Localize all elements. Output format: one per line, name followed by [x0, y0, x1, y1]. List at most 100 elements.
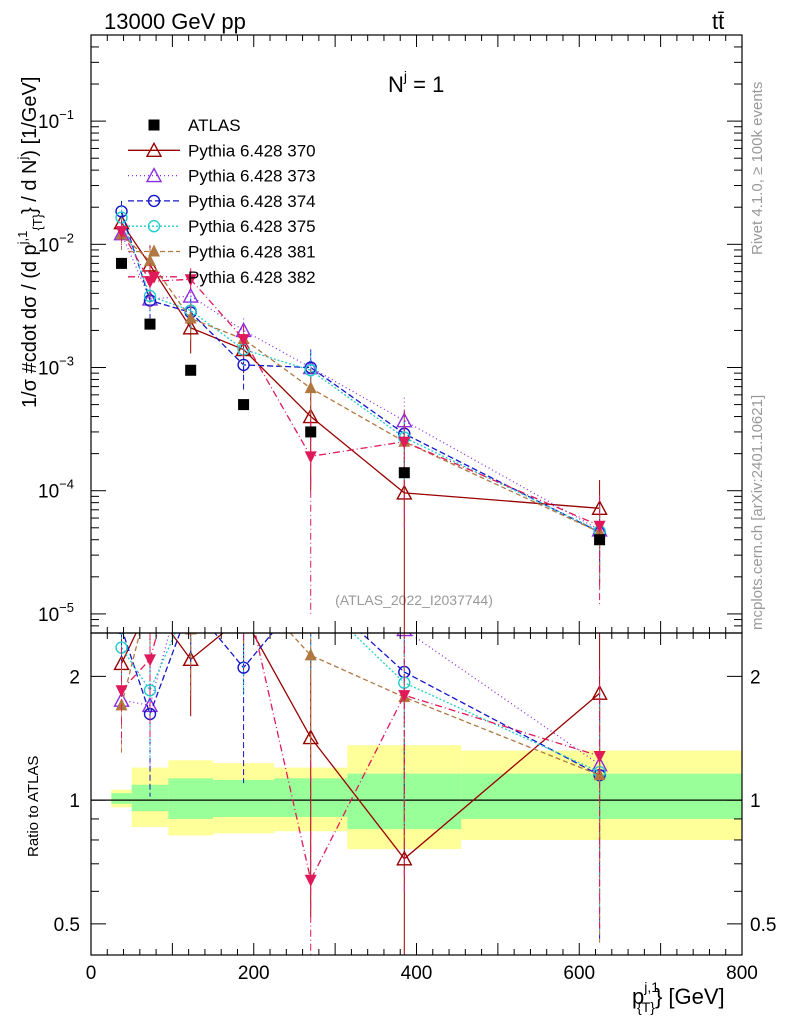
point-ATLAS — [594, 534, 606, 546]
ratio-point-p373 — [237, 546, 251, 559]
point-ATLAS — [116, 257, 128, 269]
x-tick-label: 600 — [563, 963, 595, 984]
ratio-point-p375 — [185, 593, 196, 604]
legend-marker — [148, 244, 160, 257]
y-tick-label: 10−2 — [38, 230, 74, 256]
series-ATLAS — [116, 257, 606, 546]
ratio-point-p382 — [115, 685, 128, 698]
legend-marker — [145, 141, 163, 158]
legend-marker — [145, 167, 163, 183]
point-p374 — [115, 205, 128, 218]
point-p381 — [184, 311, 197, 324]
point-p382 — [237, 334, 250, 347]
band-inner — [168, 778, 214, 819]
ratio-point-p370 — [237, 609, 251, 622]
ratio-content — [91, 508, 742, 955]
ratio-point-p374 — [117, 633, 126, 635]
panel-title-sup: j — [403, 68, 407, 84]
point-p382 — [398, 436, 411, 449]
ratio-point-p381 — [304, 648, 317, 661]
ratio-point-p382 — [185, 508, 197, 520]
legend-label: ATLAS — [188, 116, 241, 135]
legend-item-p375: Pythia 6.428 375 — [128, 217, 316, 236]
header-right: tt̄ — [712, 9, 724, 34]
legend-marker — [148, 271, 160, 284]
y-axis-label: 1/σ #cdot dσ / (d pj,1{T}} / d Nj) [1/Ge… — [15, 77, 45, 408]
point-ATLAS — [238, 399, 250, 411]
legend-label: Pythia 6.428 374 — [188, 192, 316, 211]
legend-item-p374: Pythia 6.428 374 — [128, 192, 316, 211]
ratio-y-axis-label: Ratio to ATLAS — [25, 756, 42, 857]
header-left: 13000 GeV pp — [104, 9, 246, 34]
legend-marker — [147, 194, 161, 208]
ratio-point-p370 — [396, 850, 413, 866]
y-tick-label: 10−5 — [38, 600, 74, 626]
point-p382 — [593, 520, 606, 533]
ratio-point-p373 — [184, 546, 198, 559]
legend-label: Pythia 6.428 375 — [188, 217, 316, 236]
ratio-point-p382 — [593, 751, 606, 764]
ratio-line-p375 — [120, 633, 600, 773]
ratio-point-p381 — [238, 575, 250, 587]
band-inner — [461, 773, 742, 819]
ratio-point-p374 — [185, 598, 196, 609]
point-ATLAS — [144, 318, 156, 330]
panel-title-main: N — [388, 72, 404, 97]
x-tick-label: 400 — [401, 963, 433, 984]
legend-item-p373: Pythia 6.428 373 — [128, 167, 316, 186]
ratio-y-tick-label-left: 1 — [69, 791, 80, 812]
y-tick-label: 10−3 — [38, 354, 74, 380]
band-inner — [111, 793, 132, 804]
ratio-y-tick-label-left: 0.5 — [54, 915, 80, 936]
ratio-point-p375 — [238, 611, 249, 622]
legend-label: Pythia 6.428 373 — [188, 167, 316, 186]
ratio-point-p370 — [143, 597, 157, 610]
point-p382 — [184, 274, 197, 287]
legend-marker — [148, 119, 160, 131]
point-p381 — [143, 254, 156, 267]
legend: ATLAS Pythia 6.428 370 Pythia 6.428 373 Pyt… — [128, 116, 316, 287]
y-tick-label: 10−4 — [38, 477, 74, 503]
band-inner — [213, 779, 275, 817]
x-axis-label: pj,1 {T}} [GeV] — [632, 979, 725, 1015]
legend-item-p381: Pythia 6.428 381 — [128, 243, 316, 262]
ratio-point-p382 — [143, 654, 156, 667]
panel-title-rest: = 1 — [407, 72, 444, 97]
legend-label: Pythia 6.428 382 — [188, 268, 316, 287]
legend-item-p370: Pythia 6.428 370 — [128, 141, 316, 160]
ratio-y-tick-label-right: 2 — [750, 667, 761, 688]
ratio-point-p382 — [238, 577, 250, 589]
ratio-line-p373 — [121, 633, 600, 766]
point-p370 — [182, 319, 199, 335]
analysis-watermark: (ATLAS_2022_I2037744) — [335, 592, 493, 608]
series-p375 — [115, 205, 606, 586]
ratio-point-p381 — [144, 585, 156, 597]
point-ATLAS — [398, 467, 410, 479]
ratio-y-tick-label-right: 0.5 — [750, 915, 776, 936]
point-ATLAS — [185, 364, 197, 376]
panel-title: Nj = 1 — [388, 68, 444, 97]
ratio-point-p382 — [304, 874, 317, 887]
point-p382 — [115, 226, 128, 239]
main-panel: 10−1 10−2 10−3 10−4 10−5 — [38, 34, 743, 634]
x-tick-label: 0 — [86, 963, 97, 984]
legend-item-ATLAS: ATLAS — [148, 116, 241, 135]
point-p382 — [304, 451, 317, 464]
x-tick-label: 800 — [726, 963, 758, 984]
point-p375 — [304, 364, 317, 377]
point-p374 — [237, 358, 250, 372]
legend-item-p382: Pythia 6.428 382 — [128, 268, 316, 287]
ratio-panel: 0.5 0.5 1 1 2 2 0 200 400 600 800 — [54, 508, 776, 984]
point-ATLAS — [305, 426, 317, 438]
legend-label: Pythia 6.428 381 — [188, 243, 316, 262]
ratio-series-p382 — [115, 508, 606, 955]
series-p382 — [115, 219, 606, 614]
ratio-point-p382 — [398, 690, 411, 703]
ratio-y-tick-label-left: 2 — [69, 667, 80, 688]
mcplots-label: mcplots.cern.ch [arXiv:2401.10621] — [749, 395, 766, 630]
rivet-label: Rivet 4.1.0, ≥ 100k events — [749, 82, 766, 255]
point-p381 — [304, 381, 317, 394]
legend-marker — [147, 219, 161, 233]
ratio-y-tick-label-right: 1 — [750, 791, 761, 812]
